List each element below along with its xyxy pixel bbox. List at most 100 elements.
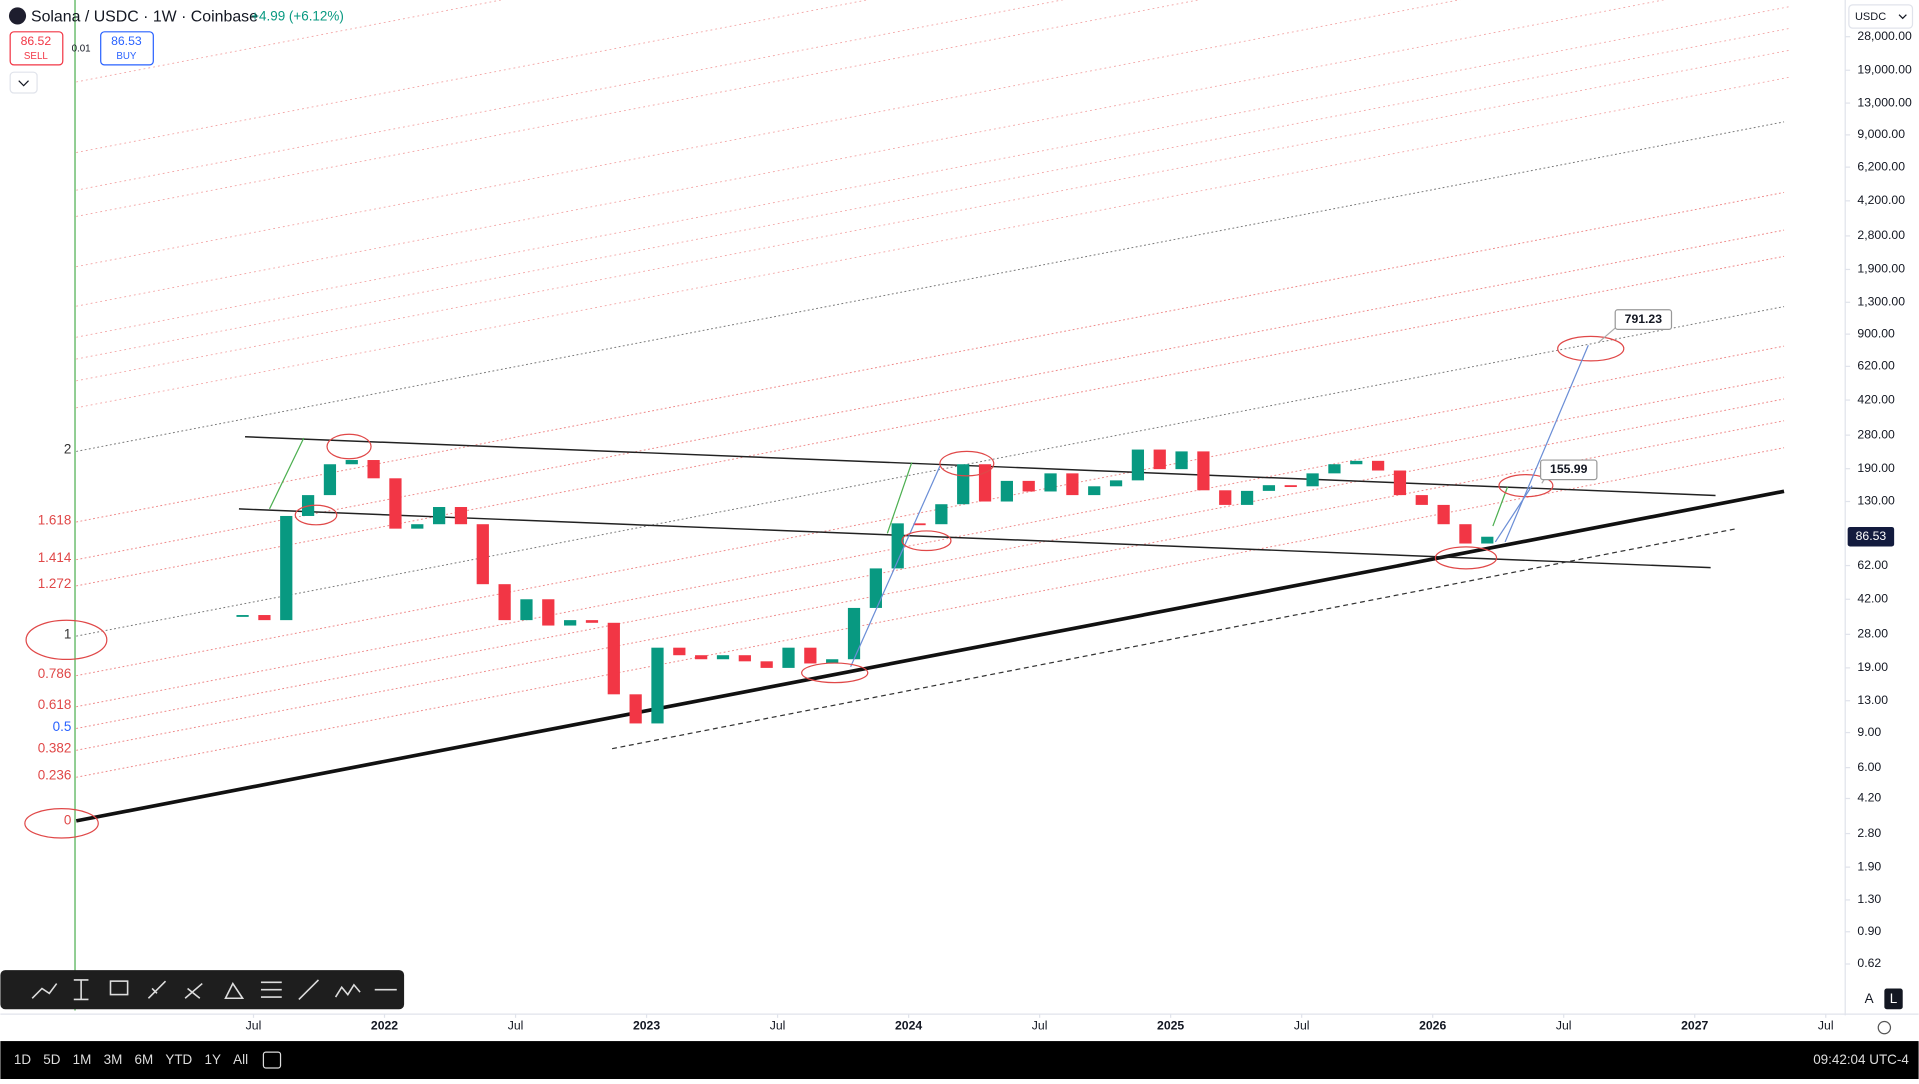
tool-icon[interactable] [224,981,245,1000]
candle [651,647,664,724]
fib-level-label: 2 [64,442,71,457]
currency-select[interactable] [1848,4,1914,29]
tool-icon[interactable] [73,979,89,1001]
circle-marker [294,504,338,526]
fib-level-line [76,306,1785,637]
fib-level-line [76,398,1785,729]
circle-marker [1557,335,1625,362]
range-button[interactable]: 3M [104,1052,123,1067]
tool-icon[interactable] [184,982,203,999]
price-tick-label: 28.00 [1857,627,1888,641]
candle [1088,486,1101,496]
candle [869,568,882,608]
time-tick-label: Jul [1818,1019,1834,1033]
tool-icon[interactable] [298,979,320,1001]
fib-level-label: 1 [64,626,71,641]
tool-icon[interactable] [31,983,58,999]
range-button[interactable]: All [233,1052,248,1067]
candle [1044,473,1057,492]
price-change: +4.99 (+6.12%) [251,9,344,24]
fib-level-line [76,420,1785,751]
sell-box[interactable] [9,31,64,66]
candle [1437,504,1450,525]
fib-level-line [76,447,1785,778]
candle [498,584,511,621]
tool-icon[interactable] [109,980,129,996]
fib-extension-line [76,0,1461,268]
range-button[interactable]: 1D [14,1052,31,1067]
candle [236,615,249,617]
candle [1175,451,1188,470]
fib-extension-line [76,6,1791,338]
last-price-tag [1847,526,1895,547]
price-tick-label: 13.00 [1857,693,1888,707]
buy-price[interactable]: 86.53 [111,34,142,48]
candle [935,504,948,525]
time-tick-label: 2024 [895,1019,922,1033]
fib-extension-line [76,0,1065,191]
price-tick-label: 130.00 [1857,494,1895,508]
circle-marker [901,530,952,552]
time-tick-label: 2023 [633,1019,660,1033]
candle [1328,464,1341,474]
candle [716,655,730,660]
target-label-box [1614,309,1673,330]
price-tick-label: 620.00 [1857,359,1895,373]
buy-label[interactable]: BUY [116,51,137,62]
collapse-button[interactable] [9,71,38,94]
currency-label[interactable]: USDC [1855,11,1886,23]
range-button[interactable]: 1Y [205,1052,221,1067]
circle-marker [1434,546,1498,570]
price-tick-label: 13,000.00 [1857,95,1912,109]
last-price-label: 86.53 [1856,529,1887,543]
sell-price[interactable]: 86.52 [21,34,52,48]
fib-extension-line [76,49,1791,382]
fib-level-label: 0 [64,812,71,827]
tool-icon[interactable] [147,980,167,999]
candle [782,647,795,668]
candle [760,661,773,668]
candle [1197,451,1210,491]
range-button[interactable]: 6M [134,1052,153,1067]
price-tick-label: 6,200.00 [1857,159,1905,173]
fib-base-line [75,489,1785,823]
price-tick-label: 19,000.00 [1857,62,1912,76]
candle [1109,480,1123,487]
range-button[interactable]: 1M [73,1052,92,1067]
circle-marker [801,662,869,684]
price-tick-label: 4,200.00 [1857,193,1905,207]
range-buttons: 1D 5D 1M 3M 6M YTD 1Y All [14,1052,248,1067]
calendar-icon[interactable] [262,1051,282,1069]
time-tick-label: Jul [1032,1019,1048,1033]
buy-box[interactable] [100,31,154,66]
candle [891,523,904,569]
range-button[interactable]: YTD [165,1052,192,1067]
candle [738,655,751,662]
tool-icon[interactable] [334,983,361,998]
candle [1240,490,1254,505]
fib-level-line [76,121,1785,452]
candle [1415,495,1428,505]
buy-button[interactable]: 86.53 BUY [100,31,154,66]
fib-level-label: 1.414 [38,550,72,565]
sell-label[interactable]: SELL [24,51,48,62]
candle [1262,485,1276,491]
time-tick-label: Jul [770,1019,786,1033]
toolbar-bg [0,970,405,1010]
settings-icon[interactable] [1877,1020,1892,1035]
candles [236,449,1494,724]
candle [585,620,599,623]
scale-button[interactable]: A [1865,991,1874,1006]
trend-line [238,508,1711,569]
fib-level-label: 1.272 [38,576,72,591]
candle [476,524,489,585]
candle [847,607,861,660]
chevron-icon [18,80,29,87]
tool-icon[interactable] [260,981,282,998]
candle [520,599,533,621]
candle [1350,460,1363,465]
fib-level-label: 0.786 [38,666,72,681]
scale-button[interactable]: L [1890,991,1898,1006]
sell-button[interactable]: 86.52 SELL [9,31,64,66]
range-button[interactable]: 5D [43,1052,60,1067]
